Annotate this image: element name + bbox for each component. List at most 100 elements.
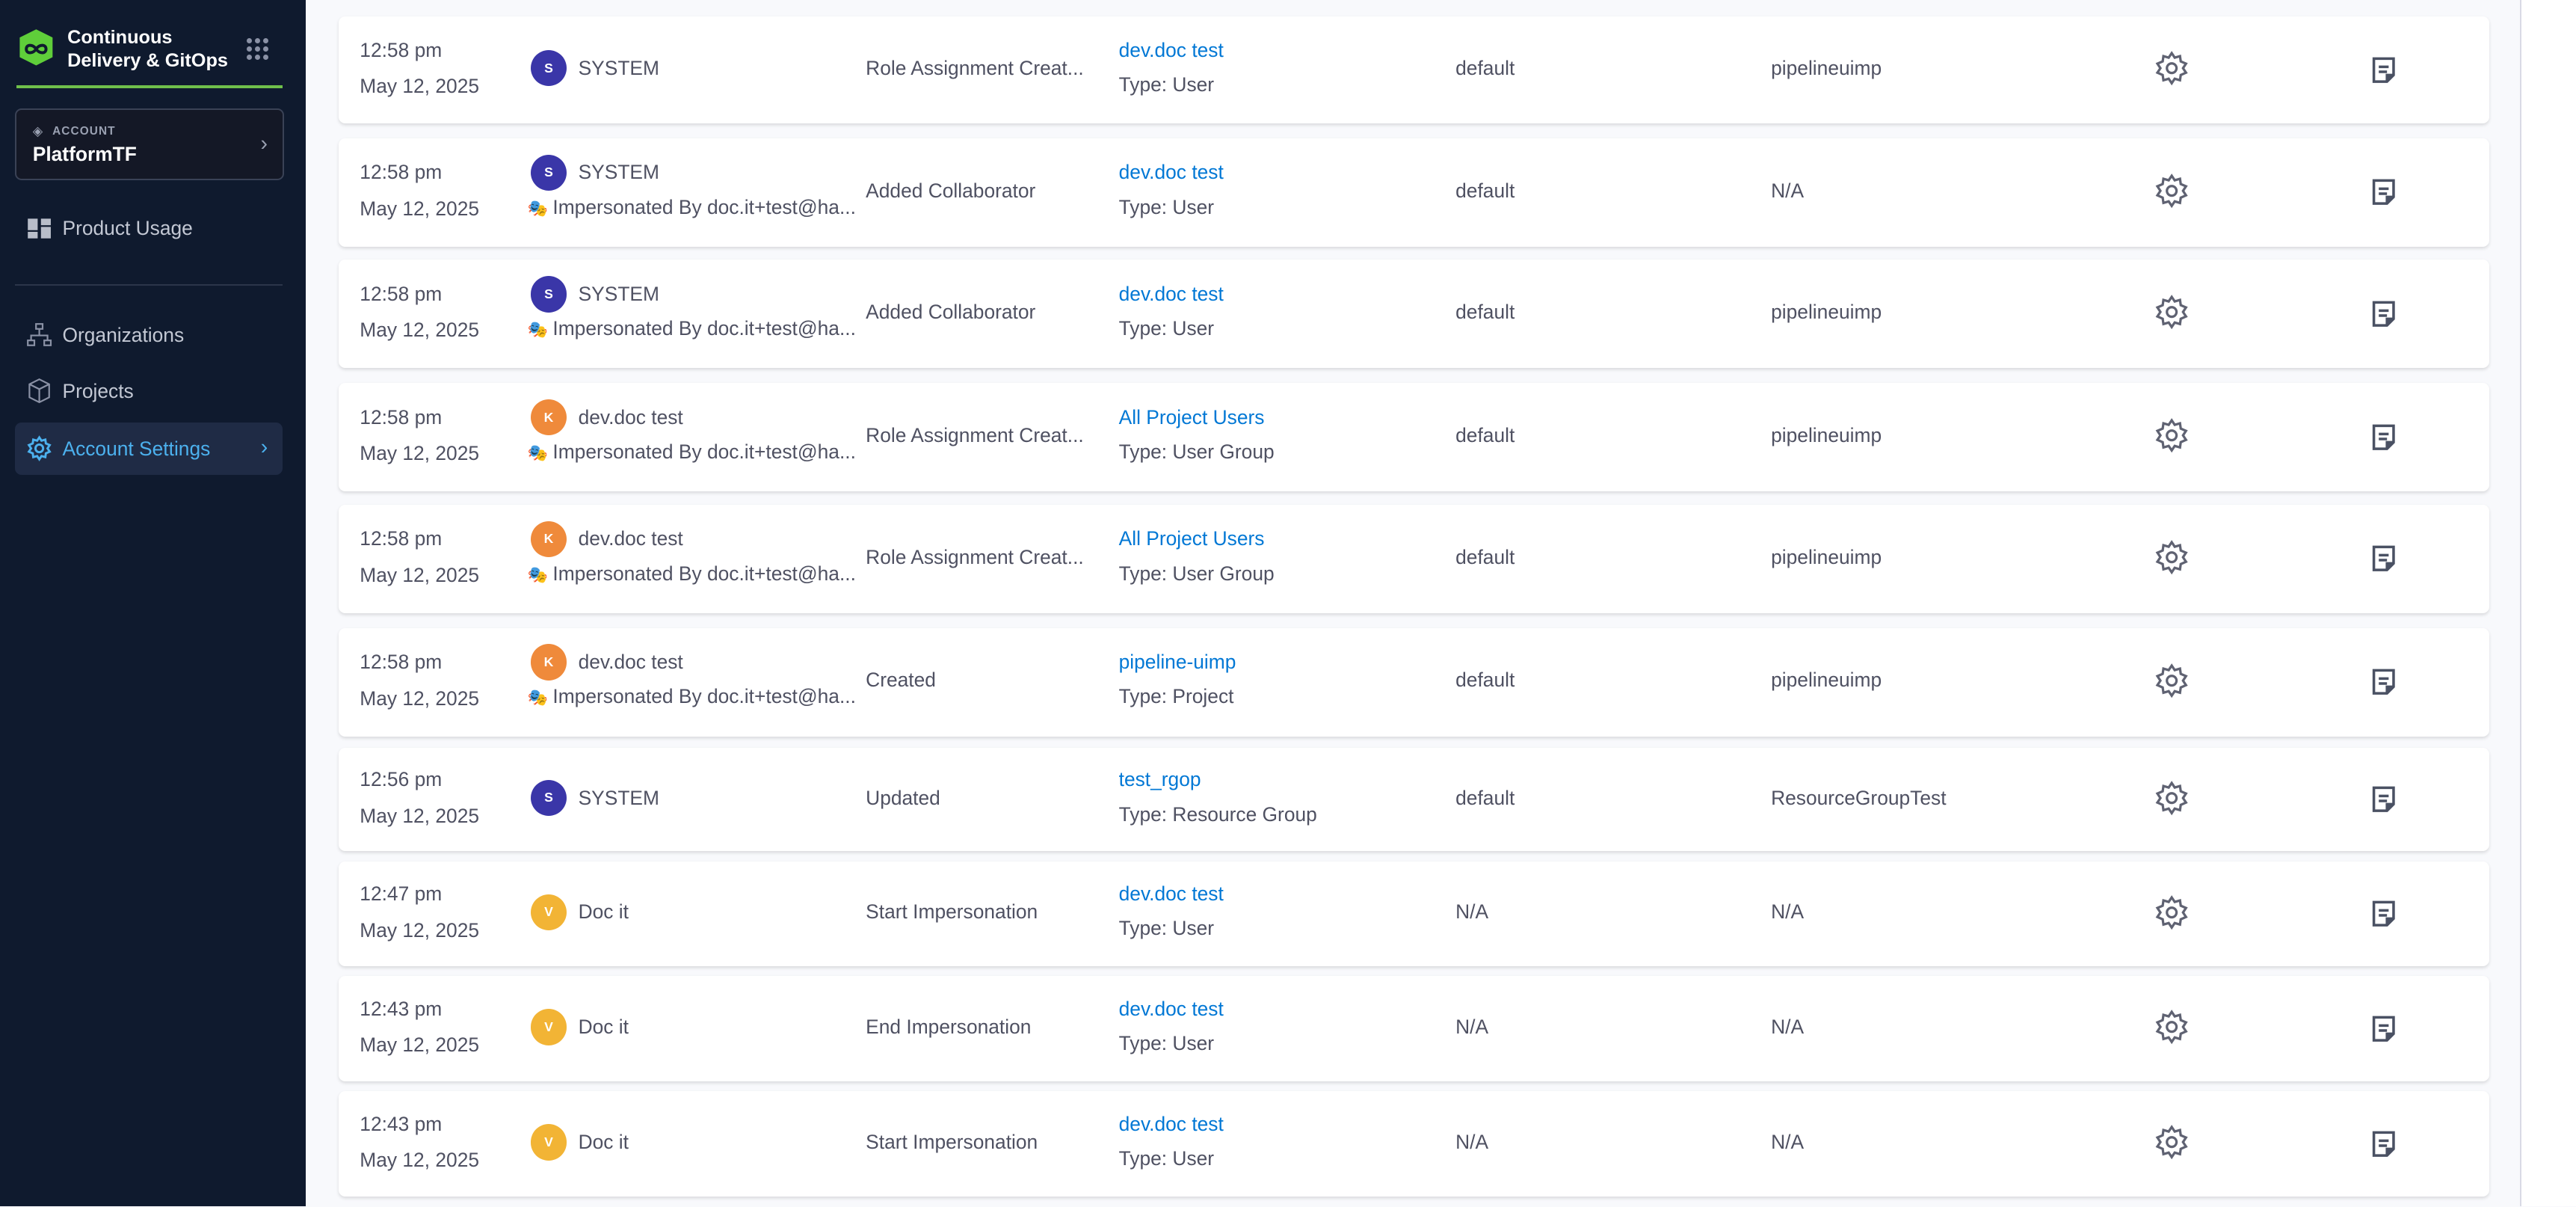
dashboard-icon: [28, 218, 52, 239]
resource-link[interactable]: dev.doc test: [1119, 1113, 1224, 1136]
impersonation-info: 🎭 Impersonated By doc.it+test@ha...: [527, 562, 855, 586]
app-switcher-icon[interactable]: [246, 37, 270, 61]
event-summary-icon[interactable]: [2369, 55, 2399, 85]
resource-name[interactable]: dev.doc test: [1118, 283, 1224, 305]
event-date: May 12, 2025: [360, 74, 480, 97]
impersonated-by: Impersonated By doc.it+test@ha...: [552, 440, 856, 463]
gear-icon[interactable]: [2154, 539, 2190, 575]
action: Updated: [866, 786, 940, 809]
event-time: 12:58 pm: [360, 651, 443, 674]
avatar: V: [530, 1009, 567, 1045]
layers-icon: ◈: [32, 123, 43, 138]
gear-icon[interactable]: [2154, 780, 2190, 816]
event-summary-icon[interactable]: [2369, 299, 2399, 329]
resource-type: Type: User: [1118, 1032, 1215, 1055]
resource-link[interactable]: All Project Users: [1119, 406, 1265, 429]
organization: default: [1455, 786, 1515, 809]
event-date: May 12, 2025: [360, 1034, 480, 1057]
impersonated-by: Impersonated By doc.it+test@ha...: [552, 317, 856, 340]
event-time: 12:58 pm: [360, 38, 443, 61]
user-name: Doc it: [578, 1016, 629, 1039]
resource-link[interactable]: dev.doc test: [1119, 882, 1224, 906]
resource-name[interactable]: dev.doc test: [1118, 997, 1224, 1020]
event-date: May 12, 2025: [360, 804, 480, 827]
resource-link[interactable]: All Project Users: [1119, 527, 1265, 550]
project: ResourceGroupTest: [1771, 786, 1947, 809]
event-summary-icon[interactable]: [2369, 899, 2399, 929]
impersonation-info: 🎭 Impersonated By doc.it+test@ha...: [527, 317, 855, 340]
avatar: K: [530, 644, 567, 681]
avatar: S: [530, 154, 567, 191]
resource-name[interactable]: dev.doc test: [1118, 1112, 1224, 1135]
event-summary-icon[interactable]: [2369, 1014, 2399, 1044]
action: End Impersonation: [866, 1016, 1032, 1039]
project: N/A: [1771, 900, 1805, 924]
gear-icon[interactable]: [2154, 50, 2190, 86]
event-time: 12:56 pm: [360, 768, 443, 791]
organization: default: [1455, 56, 1515, 79]
impersonation-info: 🎭 Impersonated By doc.it+test@ha...: [527, 685, 855, 708]
resource-name[interactable]: pipeline-uimp: [1118, 651, 1236, 674]
sidebar-item-projects[interactable]: Projects: [15, 365, 283, 417]
sidebar-item-product-usage[interactable]: Product Usage: [15, 202, 283, 254]
resource-link[interactable]: dev.doc test: [1119, 39, 1224, 62]
avatar: S: [530, 50, 567, 87]
event-time: 12:58 pm: [360, 161, 443, 184]
impersonation-info: 🎭 Impersonated By doc.it+test@ha...: [527, 196, 855, 219]
sidebar-item-account-settings[interactable]: Account Settings ›: [14, 422, 283, 476]
action: Start Impersonation: [866, 1131, 1038, 1153]
organization: default: [1455, 669, 1515, 692]
event-date: May 12, 2025: [360, 197, 480, 220]
sidebar-item-organizations[interactable]: Organizations: [15, 309, 283, 361]
organization: default: [1455, 179, 1515, 202]
organization: N/A: [1455, 1131, 1489, 1153]
avatar: S: [530, 276, 567, 313]
resource-link[interactable]: dev.doc test: [1119, 161, 1224, 184]
resource-link[interactable]: dev.doc test: [1119, 998, 1224, 1021]
gear-icon: [27, 435, 52, 462]
resource-type: Type: User: [1118, 195, 1215, 218]
gear-icon[interactable]: [2154, 173, 2190, 209]
avatar: S: [530, 779, 567, 817]
event-summary-icon[interactable]: [2369, 544, 2399, 574]
event-summary-icon[interactable]: [2369, 784, 2399, 814]
table-row: 12:43 pm May 12, 2025 V Doc it End Imper…: [338, 976, 2489, 1082]
event-summary-icon[interactable]: [2369, 423, 2399, 452]
action: Added Collaborator: [866, 301, 1036, 324]
account-label: ACCOUNT: [52, 124, 116, 138]
resource-link[interactable]: pipeline-uimp: [1119, 651, 1236, 674]
account-selector[interactable]: ◈ ACCOUNT PlatformTF ›: [14, 108, 284, 181]
user-name: SYSTEM: [578, 786, 659, 809]
project: pipelineuimp: [1771, 56, 1882, 79]
resource-name[interactable]: All Project Users: [1118, 527, 1265, 550]
organization: N/A: [1455, 900, 1489, 924]
project: N/A: [1771, 1016, 1805, 1039]
gear-icon[interactable]: [2154, 417, 2190, 453]
gear-icon[interactable]: [2154, 294, 2190, 330]
resource-type: Type: Project: [1118, 685, 1234, 708]
gear-icon[interactable]: [2154, 1124, 2190, 1160]
resource-type: Type: User: [1118, 317, 1215, 340]
resource-name[interactable]: dev.doc test: [1118, 161, 1224, 184]
gear-icon[interactable]: [2154, 663, 2190, 698]
resource-link[interactable]: dev.doc test: [1119, 283, 1224, 306]
sidebar-item-label: Organizations: [62, 323, 185, 346]
resource-name[interactable]: All Project Users: [1118, 405, 1265, 429]
resource-name[interactable]: test_rgop: [1118, 768, 1201, 791]
impersonation-mask-icon: 🎭: [527, 688, 548, 707]
scrollbar[interactable]: [2520, 0, 2576, 1207]
resource-link[interactable]: test_rgop: [1119, 768, 1201, 791]
chevron-right-icon: ›: [260, 435, 268, 460]
account-name: PlatformTF: [32, 143, 137, 165]
avatar: K: [530, 520, 567, 557]
gear-icon[interactable]: [2154, 1009, 2190, 1045]
project: pipelineuimp: [1771, 669, 1882, 692]
gear-icon[interactable]: [2154, 894, 2190, 930]
user-name: SYSTEM: [578, 56, 659, 79]
event-summary-icon[interactable]: [2369, 667, 2399, 697]
resource-name[interactable]: dev.doc test: [1118, 38, 1224, 61]
resource-name[interactable]: dev.doc test: [1118, 882, 1224, 906]
event-summary-icon[interactable]: [2369, 177, 2399, 207]
sidebar: Continuous Delivery & GitOps ◈ ACCOUNT P…: [0, 0, 306, 1207]
event-summary-icon[interactable]: [2369, 1129, 2399, 1159]
